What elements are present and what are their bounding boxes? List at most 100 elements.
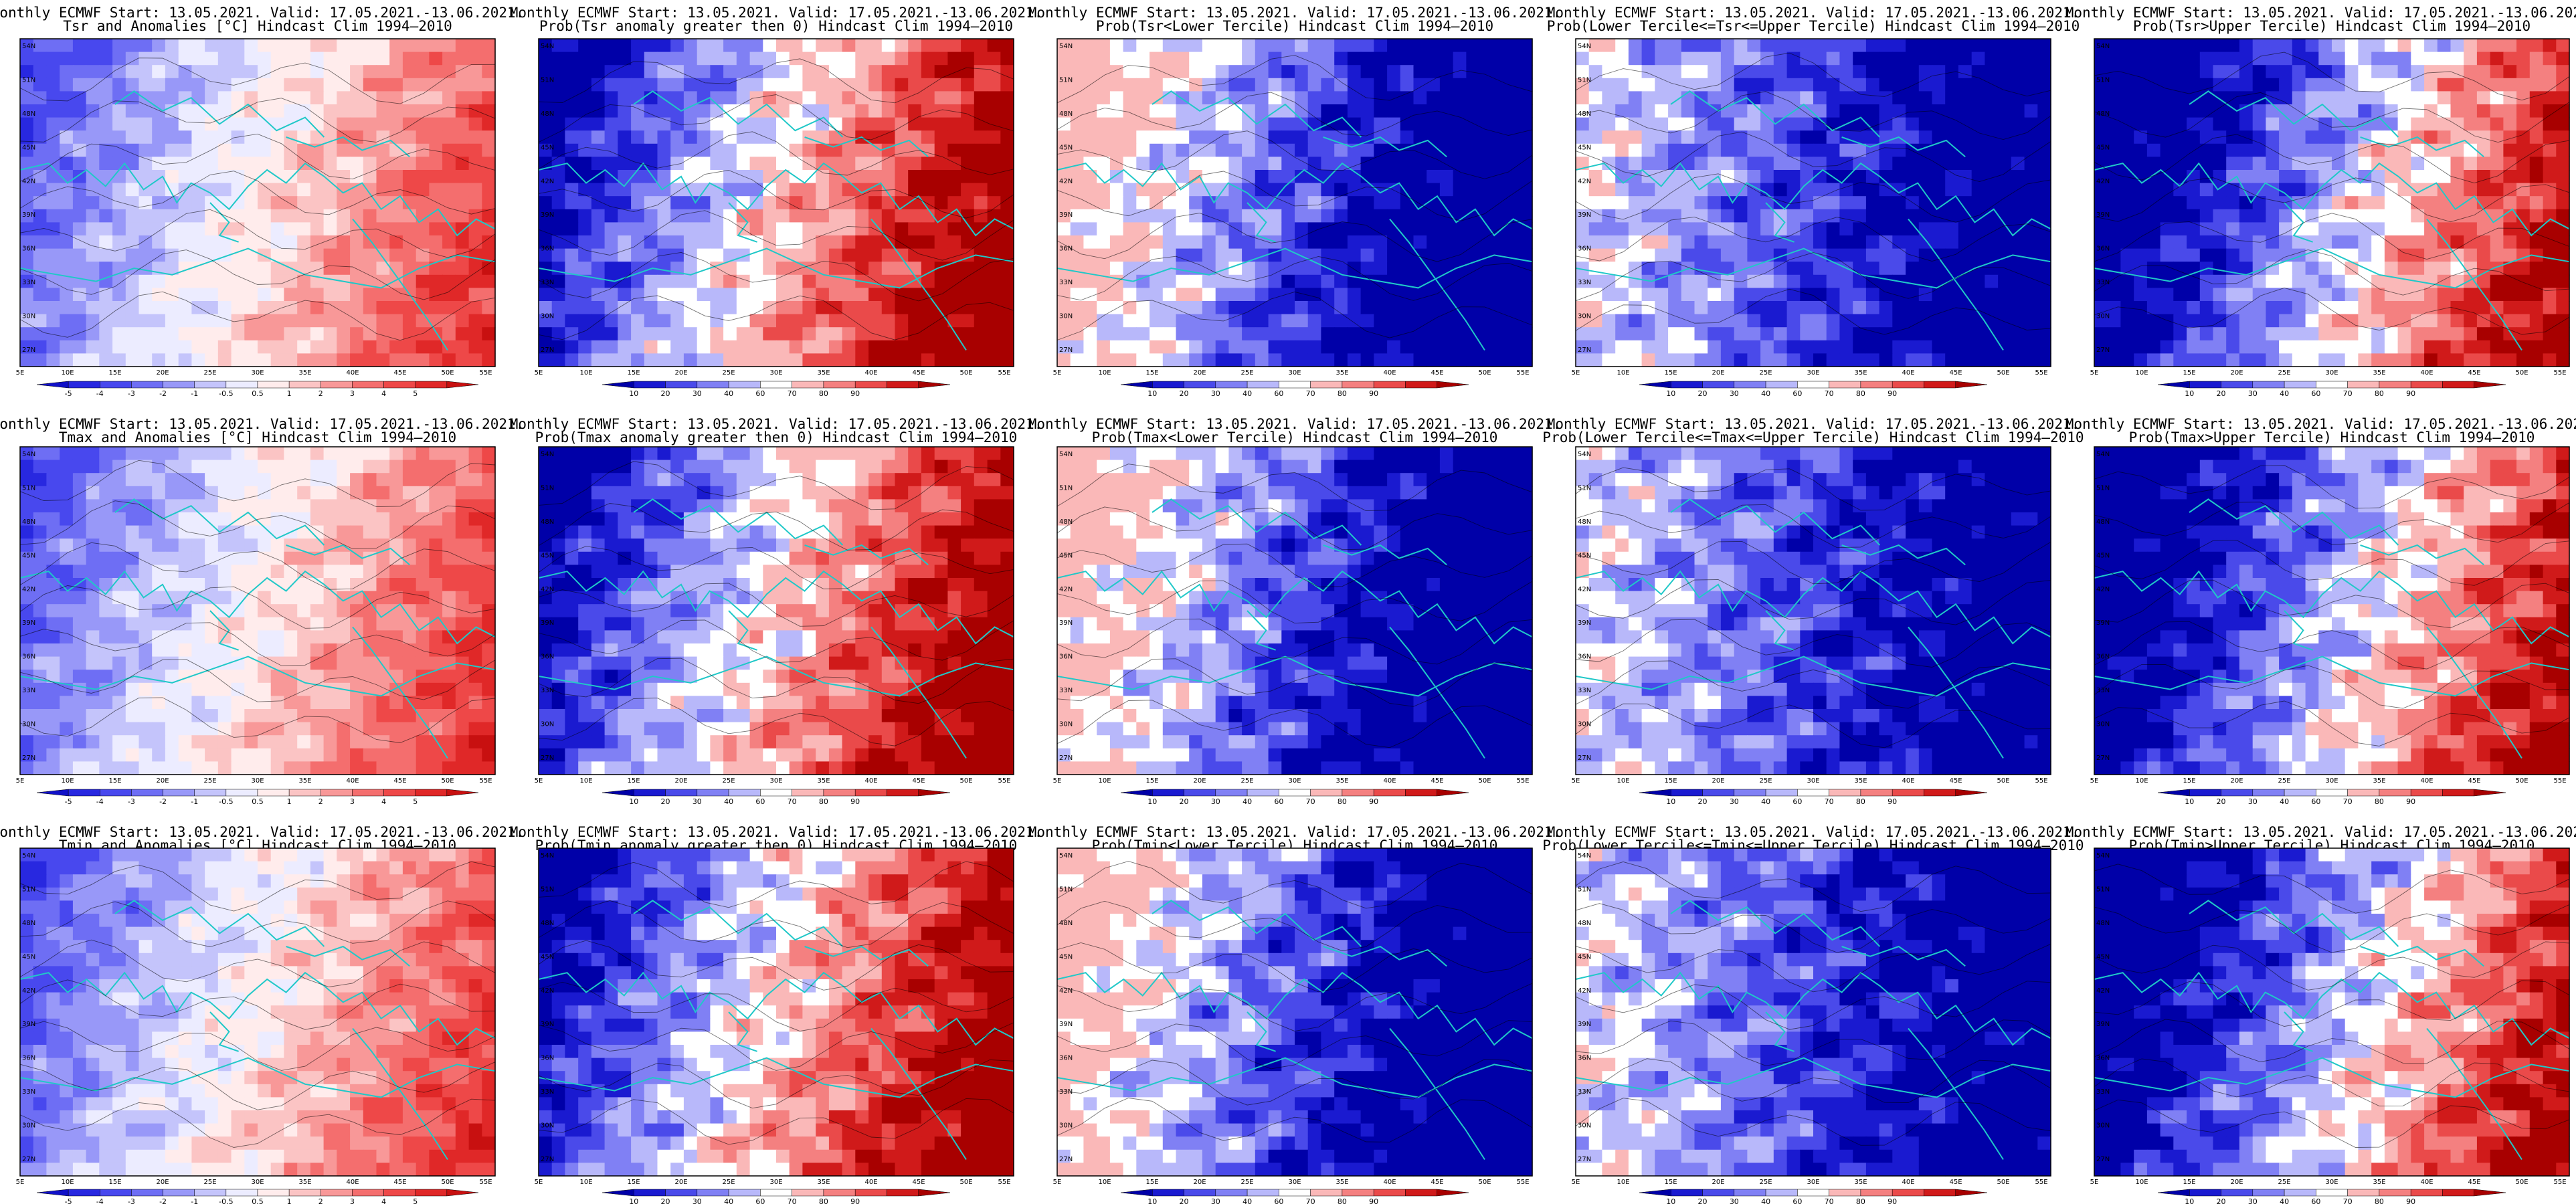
lon-tick-label: 45E [1431,777,1443,785]
lon-tick-label: 30E [769,777,782,785]
colorbar-tick-label: 70 [1306,389,1315,398]
lon-tick-label: 35E [817,777,830,785]
colorbar-tick-label: -2 [159,1197,167,1204]
lon-tick-label: 45E [912,777,925,785]
lon-tick-label: 50E [1997,369,2009,377]
lat-tick-label: 36N [1578,654,1591,661]
lon-tick-label: 15E [1145,777,1158,785]
lon-tick-label: 10E [61,1179,74,1186]
lat-tick-label: 45N [2096,552,2110,559]
map-panel-tsr-prob-gt-zero: Monthly ECMWF Start: 13.05.2021. Valid: … [510,5,1043,398]
colorbar-tick-label: 10 [1666,1197,1675,1204]
lat-tick-label: 51N [1059,76,1073,84]
lon-tick-label: 25E [1759,777,1772,785]
lon-tick-label: 25E [203,1179,216,1186]
colorbar-tick-label: 80 [819,389,828,398]
colorbar-tick-label: 40 [1761,389,1770,398]
lon-tick-label: 10E [1617,777,1629,785]
lon-tick-label: 40E [1902,777,1914,785]
lon-tick-label: 25E [1240,1179,1253,1186]
lat-tick-label: 36N [2096,245,2110,253]
lon-tick-label: 25E [2278,369,2290,377]
lat-tick-label: 42N [541,178,554,185]
lon-tick-label: 35E [298,777,311,785]
lon-tick-label: 10E [2135,369,2148,377]
lat-tick-label: 36N [1059,654,1073,661]
lat-tick-label: 45N [22,552,35,559]
map-panel-tmin-anomaly: Monthly ECMWF Start: 13.05.2021. Valid: … [0,824,524,1204]
colorbar-tick-label: 90 [2406,797,2415,806]
lat-tick-label: 51N [541,484,554,492]
lon-tick-label: 10E [579,369,592,377]
colorbar-tick-label: 90 [1888,797,1897,806]
lon-tick-label: 25E [1759,1179,1772,1186]
map-field [20,848,496,1177]
lat-tick-label: 33N [2096,1088,2110,1096]
colorbar-tick-label: 10 [1666,797,1675,806]
colorbar-tick-label: -3 [128,797,135,806]
lon-tick-label: 5E [1053,777,1062,785]
lat-tick-label: 39N [22,1021,35,1028]
colorbar-tick-label: 20 [1180,1197,1189,1204]
lat-tick-label: 54N [22,852,35,860]
lon-tick-label: 15E [108,1179,121,1186]
contour-lines [2094,52,2570,335]
lon-tick-label: 5E [1053,369,1062,377]
probability-colorbar: 10 20 30 40 60 70 80 90 [1639,1189,1988,1204]
colorbar-tick-label: 70 [1825,389,1834,398]
panel-title-line-2: Prob(Tmax anomaly greater then 0) Hindca… [535,429,1018,445]
colorbar-tick-label: 30 [2248,1197,2258,1204]
lat-tick-label: 45N [1059,552,1073,559]
lon-tick-label: 20E [2230,777,2243,785]
lon-tick-label: 40E [864,1179,877,1186]
map-panel-tmax-prob-upper-tercile: Monthly ECMWF Start: 13.05.2021. Valid: … [2065,416,2576,806]
lon-tick-label: 25E [722,1179,735,1186]
lon-tick-label: 50E [2515,369,2528,377]
map-field [539,848,1014,1177]
colorbar-tick-label: 20 [1698,389,1708,398]
lat-tick-label: 54N [541,43,554,50]
lon-tick-label: 55E [1516,1179,1529,1186]
lat-tick-label: 54N [1578,852,1591,860]
lon-tick-label: 55E [998,777,1010,785]
lat-tick-label: 48N [541,110,554,118]
colorbar-tick-label: 0.5 [252,1197,264,1204]
lat-tick-label: 45N [1578,552,1591,559]
map-field [1576,447,2051,775]
lon-tick-label: 20E [156,1179,169,1186]
colorbar-tick-label: 60 [2311,797,2320,806]
lat-tick-label: 39N [1578,619,1591,627]
lat-tick-label: 48N [1059,920,1073,927]
lon-tick-label: 45E [912,369,925,377]
lat-tick-label: 51N [1059,886,1073,893]
lon-tick-label: 15E [1664,1179,1677,1186]
lat-tick-label: 33N [541,687,554,694]
lon-tick-label: 30E [2325,1179,2338,1186]
lat-tick-label: 48N [1578,920,1591,927]
coastlines [1056,498,1533,759]
lon-tick-label: 15E [1145,1179,1158,1186]
lon-tick-label: 10E [579,1179,592,1186]
probability-colorbar: 10 20 30 40 60 70 80 90 [1120,1189,1469,1204]
panel-title-line-2: Prob(Tsr>Upper Tercile) Hindcast Clim 19… [2133,18,2531,34]
lon-tick-label: 35E [2373,369,2385,377]
probability-colorbar: 10 20 30 40 60 70 80 90 [602,1189,951,1204]
lat-tick-label: 30N [22,1122,35,1130]
lat-tick-label: 42N [2096,178,2110,185]
lat-tick-label: 30N [2096,721,2110,728]
lat-tick-label: 27N [1578,1156,1591,1163]
colorbar-tick-label: 20 [1180,389,1189,398]
lon-tick-label: 45E [2468,1179,2480,1186]
lat-tick-label: 39N [2096,211,2110,219]
lon-tick-label: 55E [2035,1179,2047,1186]
map-field [539,447,1014,775]
colorbar-tick-label: 2 [318,1197,323,1204]
lon-tick-label: 50E [441,1179,454,1186]
lat-tick-label: 51N [2096,484,2110,492]
lat-tick-label: 45N [1059,953,1073,961]
colorbar-tick-label: 10 [629,797,638,806]
lon-tick-label: 15E [108,369,121,377]
colorbar-tick-label: 20 [1180,797,1189,806]
colorbar-tick-label: 70 [1306,1197,1315,1204]
lat-tick-label: 36N [22,245,35,253]
